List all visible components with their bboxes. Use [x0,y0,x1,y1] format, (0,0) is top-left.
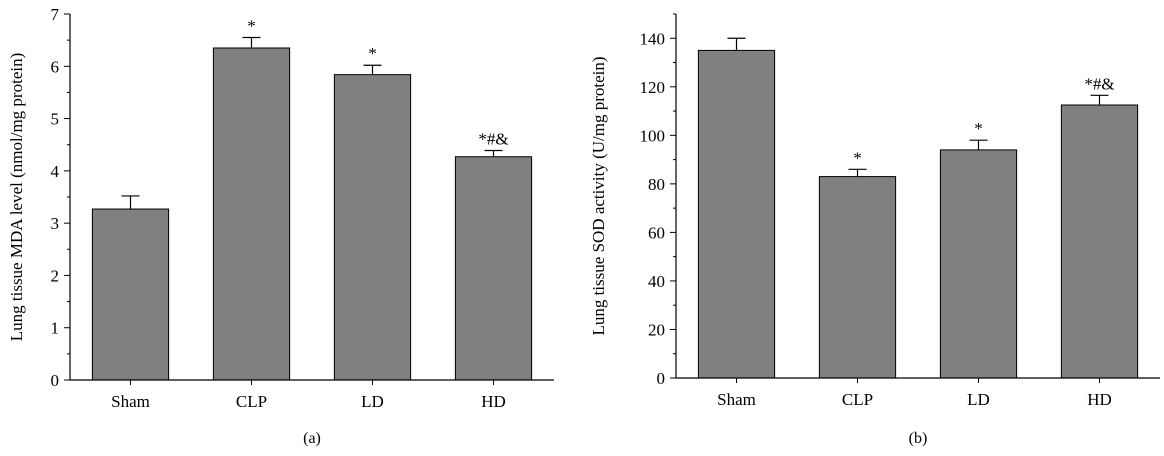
significance-label-clp: * [853,148,862,167]
bar-ld [333,74,412,381]
y-tick-label: 3 [51,214,60,233]
x-tick-label-clp: CLP [842,390,873,409]
y-tick-label: 6 [51,57,60,76]
y-tick-label: 120 [640,78,666,97]
y-tick-label: 1 [51,319,60,338]
y-tick-label: 80 [648,175,665,194]
y-tick-label: 60 [648,223,665,242]
significance-label-ld: * [974,119,983,138]
panel-label: (a) [303,430,321,447]
y-tick-label: 5 [51,110,60,129]
y-tick-label: 2 [51,266,60,285]
y-tick-label: 20 [648,320,665,339]
x-tick-label-ld: LD [967,390,990,409]
y-axis-title: Lung tissue MDA level (nmol/mg protein) [7,53,26,342]
x-tick-label-hd: HD [481,392,506,411]
y-tick-label: 7 [51,5,60,24]
bar-sham [697,49,776,379]
y-tick-label: 140 [640,29,666,48]
chart-panel-b: Sham * CLP * LD *#& HD 0 20 40 60 80 100 120 140 Lung t… [589,13,1160,447]
panel-label: (b) [909,430,928,447]
y-axis-title: Lung tissue SOD activity (U/mg protein) [589,56,608,335]
significance-label-hd: *#& [1084,74,1114,93]
x-tick-label-sham: Sham [717,390,756,409]
chart-panel-a: Sham * CLP * LD *#& HD 0 1 2 3 4 5 6 7 Lung tissue MDA … [7,5,554,447]
x-tick-label-clp: CLP [236,392,267,411]
significance-label-clp: * [247,17,256,36]
bar-hd [1060,104,1139,379]
significance-label-hd: *#& [478,129,508,148]
x-tick-label-ld: LD [361,392,384,411]
significance-label-ld: * [368,44,377,63]
y-tick-label: 4 [51,162,60,181]
y-tick-label: 0 [51,371,60,390]
x-tick-label-sham: Sham [111,392,150,411]
y-tick-label: 40 [648,272,665,291]
bar-ld [939,149,1018,379]
bar-clp [212,47,291,381]
bar-hd [454,156,533,381]
y-tick-label: 100 [640,126,666,145]
bar-clp [818,176,897,379]
x-tick-label-hd: HD [1087,390,1112,409]
y-tick-label: 0 [657,369,666,388]
bar-sham [91,208,170,381]
